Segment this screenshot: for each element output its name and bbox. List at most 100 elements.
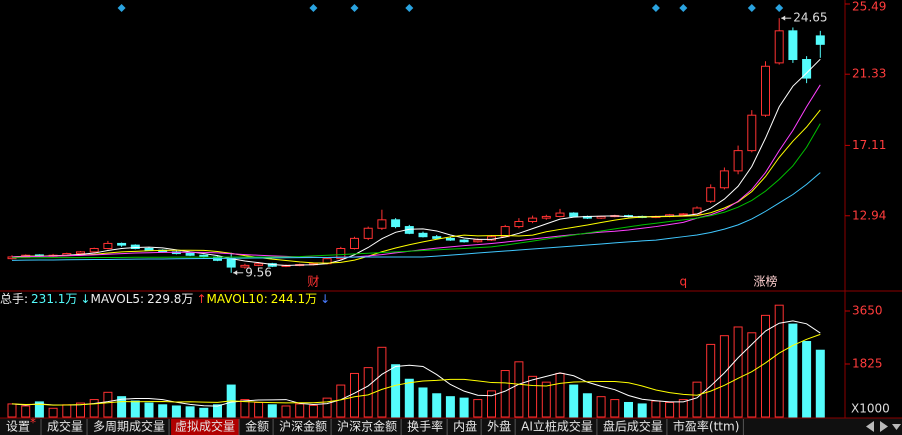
volume-bar <box>596 396 606 418</box>
tab[interactable]: 外盘 <box>487 419 511 434</box>
tab[interactable]: 沪深金额 <box>279 419 327 434</box>
info-diamond <box>747 4 756 12</box>
label-arrow <box>233 270 238 276</box>
tab[interactable]: 设置 <box>6 420 30 434</box>
info-diamond <box>117 4 126 12</box>
candle-body <box>350 237 359 250</box>
y-tick-label: 1825 <box>852 357 883 371</box>
tab[interactable]: 成交量 <box>47 419 83 434</box>
volume-bar <box>89 399 99 418</box>
tab-mark: * <box>30 416 36 430</box>
volume-bar <box>678 399 688 418</box>
candle-body <box>103 242 113 250</box>
info-diamond <box>651 4 660 12</box>
candle-body <box>774 30 784 64</box>
volume-bar <box>103 391 113 418</box>
tab[interactable]: 沪深京金额 <box>337 419 397 434</box>
tab-background <box>89 419 170 435</box>
header-arrow: ↓ <box>80 292 90 306</box>
moving-average <box>12 123 821 259</box>
volume-bar <box>815 349 825 418</box>
volume-bar <box>706 343 716 418</box>
candle-body <box>363 227 373 239</box>
volume-bar <box>322 397 332 418</box>
volume-bar <box>267 404 277 418</box>
moving-average <box>11 172 821 261</box>
volume-bar <box>459 397 469 418</box>
tab-background <box>171 419 240 435</box>
candle-body <box>89 248 99 253</box>
volume-bar <box>213 404 222 418</box>
volume-header: 总手: 231.1万 ↓MAVOL5: 229.8万 ↑MAVOL10: 244.1万 ↓ <box>0 292 330 306</box>
volume-bar <box>34 401 44 418</box>
extreme-label: 24.65 <box>793 11 827 25</box>
candle-body <box>528 217 538 223</box>
header-arrow: ↑ <box>196 292 206 306</box>
info-diamond <box>679 4 688 12</box>
volume-bar <box>610 399 620 418</box>
event-marker: 财 <box>307 275 319 289</box>
tab[interactable]: 虚拟成交量 <box>175 419 235 434</box>
unit-label: X1000 <box>851 402 890 416</box>
volume-bar <box>350 372 359 418</box>
tab[interactable]: 金额 <box>245 419 269 434</box>
tab-background <box>598 419 667 435</box>
volume-bar <box>158 404 168 418</box>
info-diamond <box>405 4 414 12</box>
tab-background <box>275 419 332 435</box>
candle-body <box>569 212 579 217</box>
volume-bar <box>254 401 264 418</box>
tab[interactable]: AI立桩成交量 <box>521 419 593 434</box>
volume-bar <box>637 403 647 418</box>
tab[interactable]: 市盈率(ttm) <box>673 419 739 434</box>
tab-background <box>668 419 744 435</box>
volume-bar <box>391 364 401 418</box>
scroll-right[interactable] <box>880 421 888 432</box>
y-tick-label: 17.11 <box>852 138 886 152</box>
scroll-left[interactable] <box>866 421 874 432</box>
volume-bar <box>377 346 387 418</box>
tab[interactable]: 换手率 <box>407 419 443 434</box>
volume-bar <box>185 406 195 418</box>
volume-average <box>11 320 821 407</box>
candle-body <box>514 221 524 228</box>
volume-bar <box>171 405 181 418</box>
volume-bar <box>528 375 538 418</box>
candle-body <box>459 239 469 243</box>
volume-bar <box>624 401 633 418</box>
volume-bar <box>514 361 524 418</box>
tab-background <box>517 419 597 435</box>
tab[interactable]: 盘后成交量 <box>603 419 663 434</box>
candle-body <box>226 258 236 268</box>
volume-bar <box>336 384 346 418</box>
header-label: MAVOL10: <box>207 292 268 306</box>
candle-body <box>706 187 716 202</box>
volume-bar <box>62 404 72 418</box>
volume-bar <box>692 381 702 418</box>
volume-bar <box>21 405 31 418</box>
moving-average <box>11 109 821 264</box>
volume-bar <box>774 304 784 418</box>
volume-bar <box>240 399 250 418</box>
volume-bar <box>582 393 592 418</box>
volume-bar <box>295 403 305 418</box>
tab[interactable]: 多周期成交量 <box>93 419 165 434</box>
header-value: 229.8万 <box>147 292 193 306</box>
label-arrow <box>781 15 786 21</box>
volume-bar <box>432 393 442 418</box>
info-diamond <box>309 4 318 12</box>
info-diamond <box>775 4 784 12</box>
tab[interactable]: 内盘 <box>453 419 477 434</box>
dropdown[interactable] <box>892 424 901 430</box>
candle-body <box>336 248 346 260</box>
volume-bar <box>363 367 373 418</box>
candle-body <box>117 242 127 246</box>
candle-body <box>719 170 729 189</box>
y-tick-label: 12.94 <box>852 208 886 222</box>
tab-background <box>449 419 482 435</box>
volume-bar <box>788 323 798 418</box>
volume-bar <box>7 403 17 418</box>
candle-body <box>185 252 195 256</box>
volume-bar <box>651 400 661 418</box>
volume-bar <box>404 378 414 418</box>
